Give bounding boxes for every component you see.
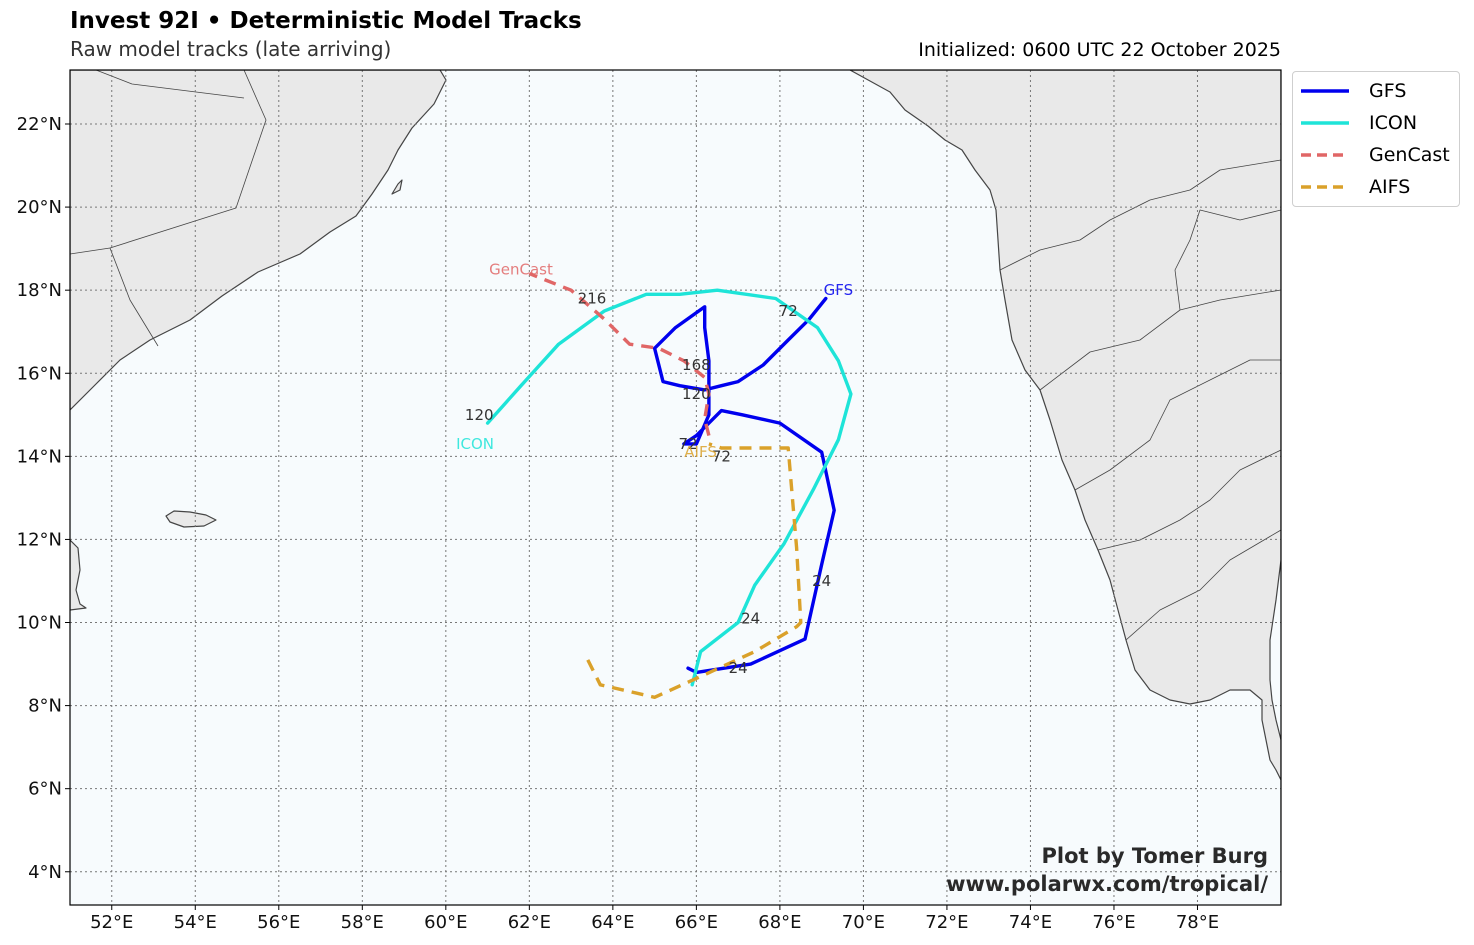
track-gencast bbox=[528, 272, 711, 437]
lon-tick-label: 68°E bbox=[758, 912, 801, 933]
lat-tick-label: 6°N bbox=[28, 779, 62, 800]
india-border-6 bbox=[1174, 209, 1281, 311]
legend-swatch-gfs bbox=[1301, 89, 1349, 93]
lat-tick-label: 4°N bbox=[28, 862, 62, 883]
lat-tick-label: 18°N bbox=[17, 280, 62, 301]
model-tracks: 2472120GFS2472120ICON168216GenCast2472AI… bbox=[456, 260, 854, 699]
lat-tick-label: 12°N bbox=[17, 529, 62, 550]
lat-tick-label: 14°N bbox=[17, 446, 62, 467]
model-name-label-icon: ICON bbox=[456, 435, 494, 453]
india-border-3 bbox=[1097, 449, 1281, 551]
legend-item-gencast: GenCast bbox=[1299, 141, 1450, 169]
credit-author: Plot by Tomer Burg bbox=[1041, 844, 1269, 868]
legend-swatch-aifs bbox=[1301, 185, 1349, 189]
hour-label-icon: 24 bbox=[741, 609, 760, 627]
track-aifs bbox=[586, 442, 803, 699]
chart-subtitle: Raw model tracks (late arriving) bbox=[70, 37, 392, 61]
hour-label-gfs: 120 bbox=[682, 385, 711, 403]
hour-label-gencast: 216 bbox=[578, 289, 607, 307]
lon-tick-label: 64°E bbox=[591, 912, 634, 933]
india-land bbox=[849, 70, 1281, 905]
model-name-label-gencast: GenCast bbox=[489, 260, 553, 278]
lon-tick-label: 70°E bbox=[842, 912, 885, 933]
arabia-border-1 bbox=[70, 247, 159, 347]
lon-tick-label: 62°E bbox=[508, 912, 551, 933]
lon-tick-label: 66°E bbox=[675, 912, 718, 933]
india-border-1 bbox=[1039, 289, 1281, 391]
hour-label-gfs: 24 bbox=[812, 572, 831, 590]
legend: GFS ICON GenCast AIFS bbox=[1292, 71, 1460, 207]
legend-label: ICON bbox=[1369, 112, 1418, 134]
landmasses bbox=[70, 70, 1281, 905]
legend-item-gfs: GFS bbox=[1299, 77, 1406, 105]
model-name-label-gfs: GFS bbox=[824, 281, 854, 299]
hour-label-gfs: 72 bbox=[678, 435, 697, 453]
hour-label-aifs: 24 bbox=[729, 659, 748, 677]
somalia-land bbox=[70, 539, 87, 611]
lat-tick-label: 16°N bbox=[17, 363, 62, 384]
legend-label: AIFS bbox=[1369, 176, 1411, 198]
credit-url[interactable]: www.polarwx.com/tropical/ bbox=[946, 872, 1268, 896]
arabia-border-2 bbox=[109, 70, 267, 249]
legend-item-aifs: AIFS bbox=[1299, 173, 1410, 201]
lat-tick-label: 8°N bbox=[28, 696, 62, 717]
arabia-land bbox=[70, 70, 447, 411]
india-border-4 bbox=[1125, 529, 1281, 641]
model-name-label-aifs: AIFS bbox=[684, 443, 717, 461]
hour-label-aifs: 72 bbox=[712, 447, 731, 465]
lon-tick-label: 78°E bbox=[1176, 912, 1219, 933]
socotra-island bbox=[165, 510, 217, 528]
map-frame bbox=[69, 69, 1282, 906]
initialized-time: Initialized: 0600 UTC 22 October 2025 bbox=[918, 39, 1281, 61]
hour-label-icon: 72 bbox=[779, 302, 798, 320]
lon-tick-label: 56°E bbox=[257, 912, 300, 933]
chart-title: Invest 92I • Deterministic Model Tracks bbox=[70, 8, 582, 34]
india-border-5 bbox=[999, 159, 1281, 271]
legend-swatch-icon bbox=[1301, 121, 1349, 125]
masirah-island bbox=[391, 179, 403, 195]
lat-tick-label: 10°N bbox=[17, 613, 62, 634]
track-icon bbox=[485, 288, 853, 687]
lon-tick-label: 76°E bbox=[1092, 912, 1135, 933]
graticule bbox=[70, 70, 1281, 905]
arabia-border-3 bbox=[95, 70, 245, 99]
legend-label: GFS bbox=[1369, 80, 1407, 102]
lon-tick-label: 72°E bbox=[925, 912, 968, 933]
hour-label-gencast: 168 bbox=[682, 356, 711, 374]
legend-label: GenCast bbox=[1369, 144, 1450, 166]
legend-swatch-gencast bbox=[1301, 153, 1349, 157]
lat-tick-label: 20°N bbox=[17, 197, 62, 218]
hour-label-icon: 120 bbox=[465, 406, 494, 424]
lon-tick-label: 54°E bbox=[174, 912, 217, 933]
india-border-2 bbox=[1074, 359, 1281, 491]
lat-tick-label: 22°N bbox=[17, 114, 62, 135]
lon-tick-label: 58°E bbox=[341, 912, 384, 933]
axis-ticks: 52°E 54°E 56°E 58°E 60°E 62°E 64°E 66°E 68°E 70°E… bbox=[17, 114, 1219, 933]
legend-item-icon: ICON bbox=[1299, 109, 1417, 137]
lon-tick-label: 52°E bbox=[90, 912, 133, 933]
lon-tick-label: 60°E bbox=[424, 912, 467, 933]
lon-tick-label: 74°E bbox=[1009, 912, 1052, 933]
